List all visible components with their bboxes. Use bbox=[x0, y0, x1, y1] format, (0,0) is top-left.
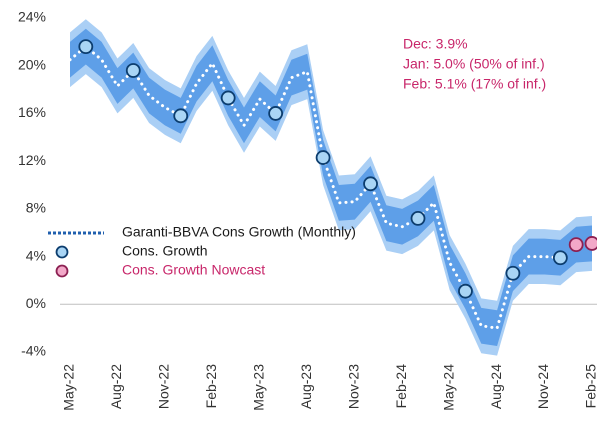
annotation: Feb: 5.1% (17% of inf.) bbox=[403, 76, 546, 92]
x-tick-label: May-22 bbox=[61, 364, 77, 411]
marker bbox=[584, 236, 597, 251]
x-tick-label: Feb-24 bbox=[393, 364, 409, 409]
marker bbox=[173, 108, 189, 124]
y-tick-label: 16% bbox=[18, 104, 46, 120]
marker bbox=[268, 106, 284, 121]
y-tick-label: 0% bbox=[26, 295, 46, 311]
y-tick-label: 20% bbox=[18, 56, 46, 72]
x-tick-label: May-23 bbox=[251, 364, 267, 411]
annotation: Dec: 3.9% bbox=[403, 36, 468, 52]
y-tick-label: -4% bbox=[21, 343, 46, 359]
x-tick-label: Feb-25 bbox=[583, 364, 597, 409]
marker bbox=[568, 237, 584, 253]
annotation: Jan: 5.0% (50% of inf.) bbox=[403, 56, 545, 72]
x-tick-label: Feb-23 bbox=[203, 364, 219, 409]
marker bbox=[552, 250, 568, 266]
x-tick-label: Aug-23 bbox=[298, 364, 314, 409]
band bbox=[70, 28, 592, 347]
x-tick-label: Nov-24 bbox=[535, 364, 551, 409]
plot-area bbox=[68, 19, 592, 356]
legend-label: Cons. Growth Nowcast bbox=[122, 262, 265, 278]
marker bbox=[315, 150, 331, 165]
y-tick-label: 24% bbox=[18, 9, 46, 25]
legend-label: Garanti-BBVA Cons Growth (Monthly) bbox=[122, 224, 356, 240]
legend-swatch bbox=[55, 264, 69, 278]
y-tick-label: 4% bbox=[26, 247, 46, 263]
x-tick-label: May-24 bbox=[440, 364, 456, 411]
marker bbox=[220, 90, 236, 106]
y-tick-label: 12% bbox=[18, 152, 46, 168]
x-tick-label: Nov-22 bbox=[156, 364, 172, 409]
marker bbox=[505, 265, 521, 281]
marker bbox=[363, 176, 378, 192]
x-tick-label: Nov-23 bbox=[345, 364, 361, 409]
y-tick-label: 8% bbox=[26, 200, 46, 216]
marker bbox=[78, 39, 94, 55]
legend-label: Cons. Growth bbox=[122, 243, 208, 259]
legend-swatch bbox=[55, 245, 69, 259]
marker bbox=[458, 283, 473, 299]
monthly-line bbox=[68, 44, 562, 330]
x-tick-label: Aug-22 bbox=[108, 364, 124, 409]
x-tick-label: Aug-24 bbox=[488, 364, 504, 409]
marker bbox=[410, 210, 426, 226]
marker bbox=[125, 63, 141, 78]
